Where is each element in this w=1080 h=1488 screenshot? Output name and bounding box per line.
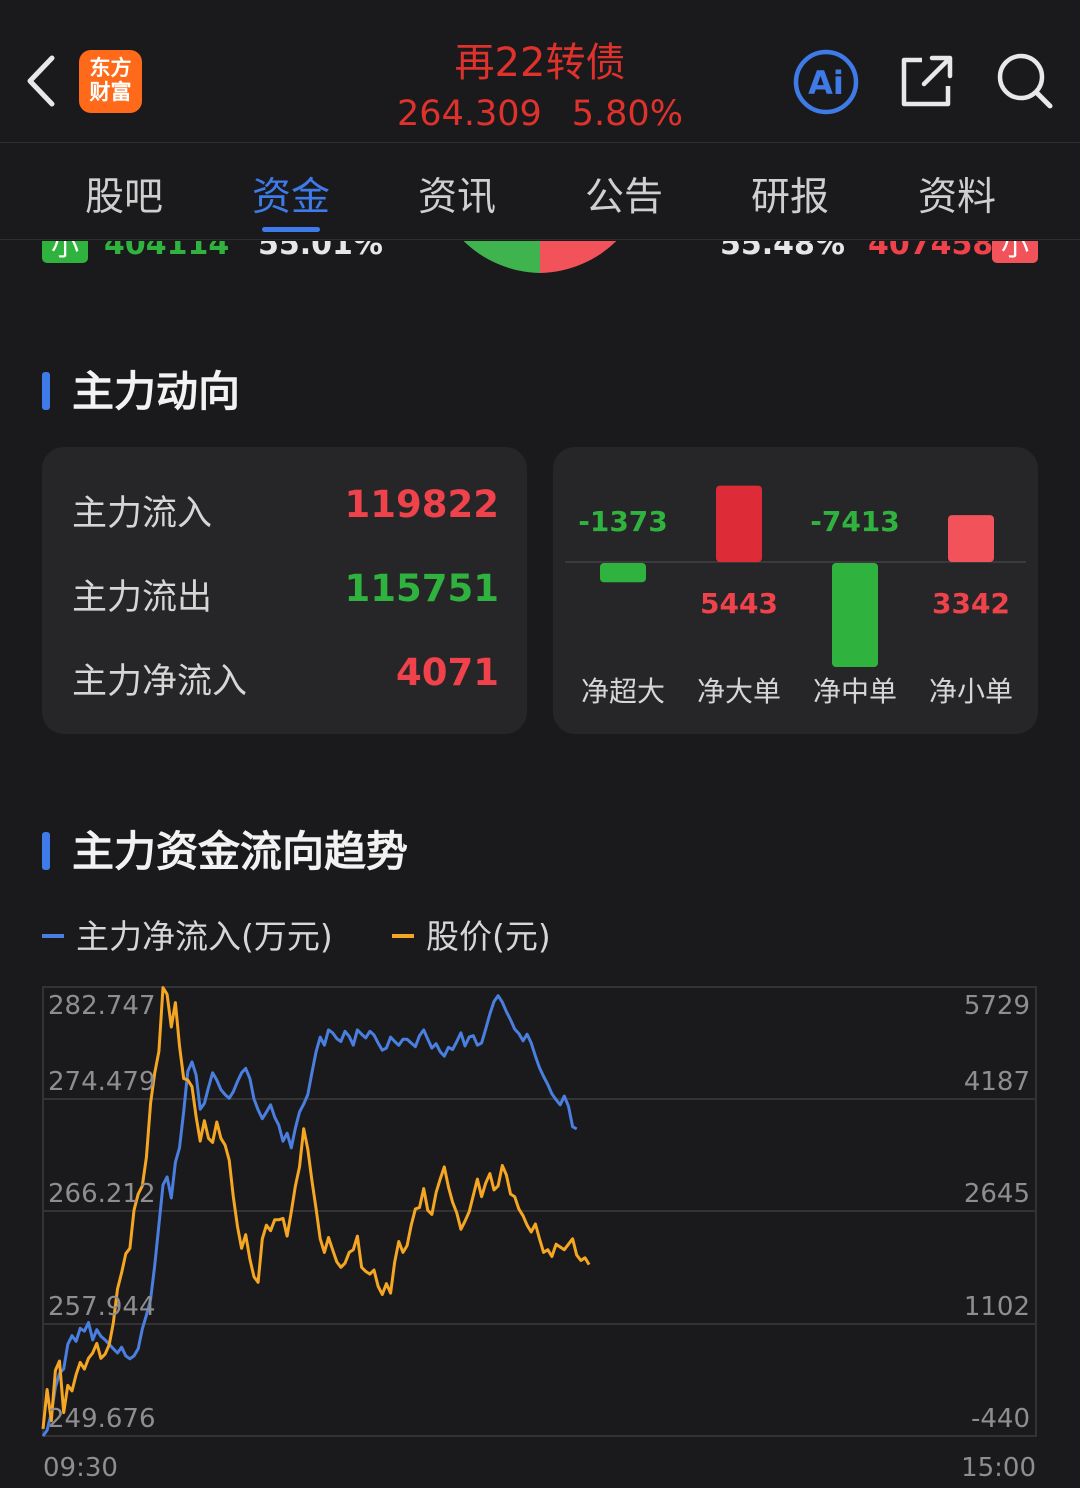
- net-flow-bar-chart: -1373 净超大 5443 净大单 -7413 净中单 3342 净小单: [565, 485, 1026, 708]
- main-outflow-row: 主力流出 115751: [72, 567, 499, 619]
- trend-title-text: 主力资金流向趋势: [72, 827, 409, 876]
- right-tick: 1102: [964, 1292, 1030, 1322]
- trend-section-title: 主力资金流向趋势: [42, 818, 408, 879]
- main-flow-section-title: 主力动向: [42, 358, 240, 419]
- capital-flow-trend-chart[interactable]: 282.747 274.479 266.212 257.944 249.676 …: [0, 975, 1080, 1488]
- main-inflow-row: 主力流入 119822: [72, 483, 499, 535]
- net-bar-1: [600, 563, 646, 583]
- net-bar-value-label: 3342: [932, 587, 1010, 620]
- main-inflow-value: 119822: [344, 483, 499, 526]
- legend-price-swatch: [392, 934, 414, 938]
- search-icon[interactable]: [994, 50, 1056, 112]
- logo-text-line2: 财富: [89, 79, 132, 104]
- tab-guba[interactable]: 股吧: [84, 175, 163, 220]
- net-bar-category-label: 净中单: [813, 675, 897, 708]
- left-tick: 274.479: [48, 1067, 156, 1097]
- tab-news[interactable]: 资讯: [417, 175, 496, 220]
- price-line: [41, 986, 591, 1430]
- active-tab-indicator: [262, 227, 320, 232]
- change-percent: 5.80%: [571, 94, 683, 134]
- svg-text:Ai: Ai: [808, 64, 844, 102]
- small-order-pct-right: 55.48%: [720, 241, 845, 262]
- top-nav-bar: 东方 财富 再22转债 264.309 5.80% Ai: [0, 0, 1080, 143]
- x-start-label: 09:30: [43, 1453, 118, 1483]
- trend-right-axis: 5729 4187 2645 1102 -440: [964, 991, 1030, 1434]
- net-flow-bar-card: -1373 净超大 5443 净大单 -7413 净中单 3342 净小单: [553, 447, 1038, 734]
- main-net-inflow-row: 主力净流入 4071: [72, 651, 499, 703]
- right-tick: -440: [971, 1404, 1030, 1434]
- tab-research[interactable]: 研报: [750, 175, 829, 220]
- net-inflow-line: [41, 994, 578, 1437]
- net-bar-category-label: 净小单: [929, 675, 1013, 708]
- section-accent-bar: [42, 372, 50, 410]
- small-order-pct-left: 55.01%: [258, 241, 383, 262]
- right-tick: 5729: [964, 991, 1030, 1021]
- small-order-value-left: 404114: [104, 241, 230, 262]
- section-accent-bar: [42, 832, 50, 870]
- net-bar-category-label: 净超大: [581, 675, 665, 708]
- legend-price-label: 股价(元): [426, 917, 551, 956]
- trend-lines: [41, 986, 591, 1437]
- small-order-value-right: 407458: [868, 241, 994, 262]
- net-bar-category-label: 净大单: [697, 675, 781, 708]
- left-tick: 257.944: [48, 1292, 156, 1322]
- legend-net-inflow-swatch: [42, 934, 64, 938]
- net-bar-2: [716, 485, 762, 562]
- distribution-pie-partial: [463, 241, 617, 273]
- right-tick: 4187: [964, 1067, 1030, 1097]
- main-flow-title-text: 主力动向: [72, 367, 241, 416]
- right-tick: 2645: [964, 1179, 1030, 1209]
- app-logo[interactable]: 东方 财富: [79, 50, 142, 113]
- order-size-row-partial: 小 404114 55.01% 55.48% 407458 小: [0, 241, 1080, 281]
- main-inflow-label: 主力流入: [72, 494, 213, 534]
- main-net-inflow-value: 4071: [396, 651, 499, 694]
- quote-line: 264.309 5.80%: [340, 94, 740, 134]
- small-order-badge-left: 小: [42, 241, 88, 263]
- main-outflow-value: 115751: [344, 567, 499, 610]
- security-title: 再22转债: [454, 40, 626, 86]
- last-price: 264.309: [397, 94, 542, 134]
- net-bar-value-label: -1373: [578, 505, 668, 538]
- share-icon[interactable]: [898, 52, 956, 110]
- legend-net-inflow-label: 主力净流入(万元): [76, 917, 333, 956]
- tab-announcements[interactable]: 公告: [584, 175, 663, 220]
- net-bar-value-label: 5443: [700, 587, 778, 620]
- ai-icon[interactable]: Ai: [792, 48, 860, 116]
- x-end-label: 15:00: [961, 1453, 1036, 1483]
- net-bar-value-label: -7413: [810, 505, 900, 538]
- net-bar-4: [948, 515, 994, 562]
- trend-grid: [42, 986, 1037, 1437]
- legend-net-inflow: 主力净流入(万元): [42, 910, 333, 958]
- net-bar-3: [832, 563, 878, 667]
- back-arrow-icon[interactable]: [22, 52, 62, 110]
- left-tick: 282.747: [48, 991, 156, 1021]
- legend-price: 股价(元): [392, 910, 551, 958]
- main-net-inflow-label: 主力净流入: [72, 662, 248, 702]
- small-order-badge-right: 小: [992, 241, 1038, 263]
- trend-left-axis: 282.747 274.479 266.212 257.944 249.676: [48, 991, 156, 1434]
- logo-text-line1: 东方: [89, 55, 132, 80]
- tab-bar: 股吧 资金 资讯 公告 研报 资料: [0, 144, 1080, 240]
- tab-profile[interactable]: 资料: [917, 175, 996, 220]
- main-flow-summary-card: 主力流入 119822 主力流出 115751 主力净流入 4071: [42, 447, 527, 734]
- left-tick: 249.676: [48, 1404, 156, 1434]
- main-outflow-label: 主力流出: [72, 578, 213, 618]
- tab-capital[interactable]: 资金: [251, 175, 330, 220]
- left-tick: 266.212: [48, 1179, 156, 1209]
